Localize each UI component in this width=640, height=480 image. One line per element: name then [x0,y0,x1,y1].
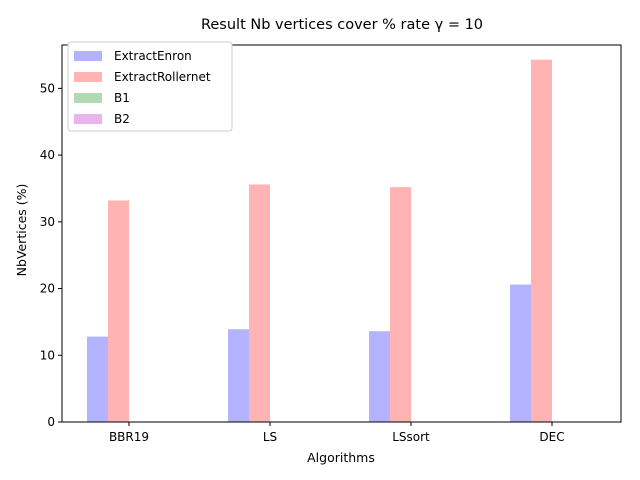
y-tick-label: 10 [40,348,55,362]
legend-swatch [74,93,102,103]
legend-label: ExtractRollernet [114,70,211,84]
y-tick-label: 50 [40,81,55,95]
bar-extractrollernet-lssort [390,187,411,422]
bar-extractrollernet-bbr19 [108,200,129,422]
bar-extractenron-ls [228,329,249,422]
y-tick-label: 30 [40,215,55,229]
x-tick-label: DEC [539,430,564,444]
y-tick-label: 40 [40,148,55,162]
legend: ExtractEnron ExtractRollernet B1 B2 [67,41,233,132]
legend-label: B2 [114,112,130,126]
bar-extractrollernet-ls [249,184,270,422]
bar-extractenron-lssort [369,331,390,422]
plot-frame [61,44,622,423]
x-axis: BBR19 LS LSsort DEC [109,422,565,444]
bar-extractenron-bbr19 [87,336,108,422]
x-tick-label: LSsort [392,430,430,444]
legend-label: ExtractEnron [114,49,192,63]
bar-extractrollernet-dec [531,59,552,422]
legend-swatch [74,51,102,61]
y-tick-label: 0 [47,415,55,429]
chart-title: Result Nb vertices cover % rate γ = 10 [201,17,483,33]
y-tick-label: 20 [40,282,55,296]
bars-group [87,59,552,422]
x-tick-label: LS [263,430,277,444]
legend-label: B1 [114,91,130,105]
y-axis-label: NbVertices (%) [14,184,29,277]
legend-swatch [74,72,102,82]
y-axis: 0 10 20 30 40 50 [40,81,62,429]
legend-box [67,41,233,132]
x-tick-label: BBR19 [109,430,149,444]
legend-swatch [74,114,102,124]
bar-extractenron-dec [510,284,531,422]
x-axis-label: Algorithms [307,450,375,465]
